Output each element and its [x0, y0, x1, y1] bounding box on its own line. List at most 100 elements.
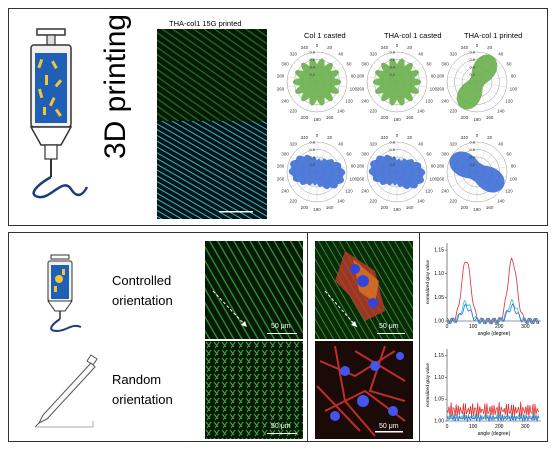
- polar-tick-label: 20: [407, 45, 413, 50]
- radial-tick-label: 0.2: [469, 162, 475, 167]
- polar-tick-label: 280: [277, 164, 285, 169]
- scale-label-1: 50 μm: [271, 323, 291, 330]
- polar-tick-label: 160: [406, 205, 414, 210]
- polar-title-3: THA-col 1 printed: [464, 31, 523, 40]
- scale-label-2: 50 μm: [271, 423, 291, 430]
- polar-tick-label: 200: [461, 115, 469, 120]
- polar-tick-label: 320: [369, 142, 377, 147]
- polar-tick-label: 280: [357, 74, 365, 79]
- y-axis-label: normalized gray value: [425, 362, 430, 407]
- scale-bar-2: [267, 433, 297, 434]
- polar-tick-label: 340: [301, 45, 309, 50]
- polar-tick-label: 40: [418, 142, 424, 147]
- controlled-green-image: [205, 241, 303, 339]
- polar-rose-4: [288, 154, 346, 190]
- polar-plots: 0 204060801001201401601802002202402602803…: [277, 43, 518, 212]
- polar-rose-3: [456, 54, 498, 110]
- radial-tick-label: 0.8: [309, 50, 315, 55]
- radial-tick-label: 0.2: [309, 162, 315, 167]
- polar-tick-label: 340: [461, 45, 469, 50]
- polar-tick-label: 340: [381, 135, 389, 140]
- image-label: THA-col1 15G printed: [169, 19, 242, 28]
- polar-tick-label: 280: [357, 164, 365, 169]
- polar-tick-label: 260: [437, 86, 445, 91]
- orientation-panel: Controlled orientation Random orientatio…: [8, 232, 548, 442]
- radial-tick-label: 0.2: [309, 72, 315, 77]
- controlled-orientation-label: Controlled orientation: [112, 273, 173, 308]
- polar-tick-label: 220: [289, 198, 297, 203]
- radial-tick-label: 0.2: [389, 162, 395, 167]
- radial-tick-label: 0.6: [389, 147, 395, 152]
- polar-tick-label: 120: [345, 189, 353, 194]
- polar-tick-label: 100: [350, 176, 358, 181]
- small-syringe-icon: [47, 254, 82, 333]
- y-tick-label: 1.05: [434, 397, 444, 403]
- polar-tick-label: 60: [507, 62, 513, 67]
- radial-tick-label: 0.6: [309, 57, 315, 62]
- polar-tick-label: 260: [437, 176, 445, 181]
- polar-tick-label: 220: [449, 108, 457, 113]
- polar-tick-label: 260: [277, 176, 285, 181]
- polar-tick-label: 340: [381, 45, 389, 50]
- polar-tick-label: 0: [476, 133, 479, 138]
- polar-tick-label: 220: [449, 198, 457, 203]
- printing-title: 3D printing: [99, 13, 132, 159]
- gray-value-line: [446, 303, 540, 325]
- polar-tick-label: 140: [497, 198, 505, 203]
- radial-tick-label: 0.4: [469, 155, 475, 160]
- cyan-fiber-image: [157, 121, 267, 219]
- polar-tick-label: 260: [357, 176, 365, 181]
- polar-tick-label: 220: [289, 108, 297, 113]
- polar-tick-label: 20: [487, 45, 493, 50]
- polar-tick-label: 280: [437, 164, 445, 169]
- polar-tick-label: 80: [351, 74, 357, 79]
- polar-tick-label: 280: [437, 74, 445, 79]
- y-tick-label: 1.00: [434, 419, 444, 425]
- polar-tick-label: 260: [277, 86, 285, 91]
- polar-tick-label: 120: [425, 189, 433, 194]
- x-axis-label: angle (degree): [478, 331, 511, 337]
- polar-tick-label: 340: [461, 135, 469, 140]
- polar-tick-label: 100: [430, 176, 438, 181]
- radial-tick-label: 0.8: [469, 50, 475, 55]
- polar-tick-label: 240: [281, 189, 289, 194]
- radial-tick-label: 0.6: [309, 147, 315, 152]
- polar-tick-label: 100: [430, 86, 438, 91]
- polar-tick-label: 240: [361, 189, 369, 194]
- y-tick-label: 1.00: [434, 319, 444, 325]
- printing-panel: 3D printing THA-col1 15G printed: [8, 8, 548, 226]
- polar-tick-label: 200: [381, 205, 389, 210]
- panel-divider-1: [307, 233, 308, 441]
- polar-tick-label: 60: [347, 62, 353, 67]
- gray-value-line: [446, 299, 540, 325]
- polar-tick-label: 300: [281, 152, 289, 157]
- polar-tick-label: 300: [361, 62, 369, 67]
- radial-tick-label: 0.4: [389, 65, 395, 70]
- polar-tick-label: 260: [357, 86, 365, 91]
- polar-tick-label: 300: [441, 152, 449, 157]
- radial-tick-label: 0.2: [389, 72, 395, 77]
- polar-tick-label: 220: [369, 198, 377, 203]
- radial-tick-label: 0.4: [309, 155, 315, 160]
- y-tick-label: 1.10: [434, 375, 444, 381]
- x-tick-label: 300: [521, 324, 530, 330]
- polar-tick-label: 60: [427, 62, 433, 67]
- polar-tick-label: 60: [347, 152, 353, 157]
- polar-tick-label: 180: [313, 117, 321, 122]
- polar-tick-label: 160: [486, 115, 494, 120]
- x-tick-label: 100: [469, 424, 478, 430]
- polar-rose-5: [368, 154, 426, 190]
- polar-rose-2: [372, 58, 422, 106]
- scale-bar-1: [267, 333, 297, 334]
- polar-title-2: THA-col 1 casted: [384, 31, 442, 40]
- radial-tick-label: 0.6: [469, 57, 475, 62]
- polar-tick-label: 20: [487, 135, 493, 140]
- polar-tick-label: 80: [511, 164, 517, 169]
- y-tick-label: 1.10: [434, 271, 444, 277]
- polar-tick-label: 80: [511, 74, 517, 79]
- polar-tick-label: 180: [473, 117, 481, 122]
- polar-tick-label: 40: [338, 142, 344, 147]
- polar-tick-label: 340: [301, 135, 309, 140]
- random-green-image: [205, 341, 303, 439]
- radial-tick-label: 0.8: [389, 50, 395, 55]
